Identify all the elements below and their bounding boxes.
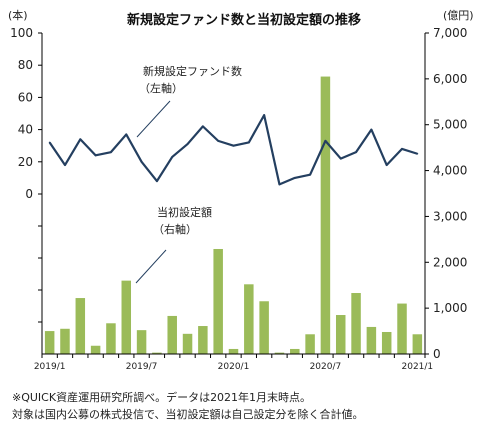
line-point bbox=[125, 133, 128, 136]
right-tick-label: 0 bbox=[433, 347, 441, 361]
bar bbox=[305, 334, 315, 354]
bar bbox=[259, 301, 269, 354]
bar bbox=[75, 298, 86, 354]
line-callout-leader bbox=[136, 100, 171, 138]
right-tick-label: 1,000 bbox=[433, 301, 467, 315]
scope-note: 対象は国内公募の株式投信で、当初設定額は自己設定分を除く合計値。 bbox=[12, 408, 364, 421]
right-tick-label: 6,000 bbox=[433, 72, 467, 86]
right-tick-label: 7,000 bbox=[433, 26, 467, 40]
left-tick-label: 100 bbox=[10, 26, 33, 40]
left-tick-label: 20 bbox=[18, 155, 33, 169]
chart: 新規設定ファンド数と当初設定額の推移 (本) (億円) 0 20 40 60 80 100… bbox=[8, 8, 474, 372]
bar bbox=[121, 280, 132, 354]
bar bbox=[228, 348, 239, 354]
source-note: ※QUICK資産運用研究所調べ。データは2021年1月末時点。 bbox=[12, 391, 312, 404]
line-point bbox=[48, 141, 51, 144]
bar bbox=[182, 333, 193, 354]
line-point bbox=[201, 125, 204, 128]
bar bbox=[106, 323, 116, 354]
line-point bbox=[263, 114, 266, 117]
line-point bbox=[64, 164, 66, 166]
left-tick-label: 40 bbox=[18, 123, 33, 137]
line-series-label: 新規設定ファンド数 bbox=[143, 64, 242, 78]
axes bbox=[38, 32, 429, 358]
bar bbox=[397, 303, 407, 354]
bar bbox=[274, 352, 285, 354]
bar bbox=[320, 76, 331, 354]
bar bbox=[60, 328, 70, 354]
line-point bbox=[355, 151, 357, 154]
line-point bbox=[247, 141, 250, 144]
line-point bbox=[370, 128, 373, 131]
line-point bbox=[293, 177, 296, 179]
bar bbox=[290, 348, 300, 354]
bar bbox=[366, 326, 377, 354]
bar bbox=[244, 284, 254, 354]
bar-series-callout: 当初設定額 （右軸） bbox=[135, 205, 212, 284]
x-tick-label: 2019/7 bbox=[126, 362, 158, 372]
bar bbox=[412, 334, 423, 354]
bar bbox=[90, 345, 101, 354]
line-point bbox=[156, 180, 158, 183]
right-axis-unit: (億円) bbox=[443, 9, 474, 22]
line-point bbox=[140, 160, 143, 163]
line-point bbox=[171, 156, 174, 158]
right-tick-label: 5,000 bbox=[433, 118, 467, 132]
right-tick-label: 4,000 bbox=[433, 164, 467, 178]
bar bbox=[351, 293, 361, 354]
tick-labels: 0 20 40 60 80 100 0 1,000 2,000 3,000 4,000 5,000 6,… bbox=[10, 26, 467, 372]
line-point bbox=[339, 157, 342, 160]
left-tick-label: 0 bbox=[25, 187, 33, 201]
x-tick-label: 2020/1 bbox=[218, 362, 250, 372]
line-point bbox=[79, 138, 82, 141]
line-point bbox=[385, 164, 388, 166]
line-point bbox=[232, 144, 235, 147]
line-point bbox=[324, 139, 327, 142]
bar bbox=[198, 326, 208, 354]
bar-series bbox=[44, 76, 423, 354]
line-point bbox=[110, 151, 112, 154]
bar-series-label: 当初設定額 bbox=[157, 205, 212, 219]
line-series bbox=[48, 114, 419, 186]
right-tick-label: 2,000 bbox=[433, 255, 467, 269]
bar bbox=[136, 330, 147, 354]
line-point bbox=[186, 143, 189, 145]
line-point bbox=[217, 139, 220, 142]
left-tick-label: 80 bbox=[18, 58, 33, 72]
bar bbox=[335, 315, 346, 354]
chart-title: 新規設定ファンド数と当初設定額の推移 bbox=[127, 12, 361, 28]
right-tick-label: 3,000 bbox=[433, 209, 467, 223]
bar-series-axis-note: （右軸） bbox=[153, 222, 197, 236]
line-point bbox=[278, 183, 281, 186]
x-tick-label: 2021/1 bbox=[402, 362, 434, 372]
bar bbox=[213, 248, 223, 354]
x-tick-label: 2020/7 bbox=[310, 362, 342, 372]
line-point bbox=[416, 152, 419, 155]
line-point bbox=[94, 154, 97, 157]
bar bbox=[167, 315, 177, 354]
line-point bbox=[401, 148, 403, 150]
line-series-axis-note: （左軸） bbox=[139, 81, 183, 95]
x-tick-label: 2019/1 bbox=[34, 362, 66, 372]
fund-count-line bbox=[48, 114, 418, 186]
line-series-callout: 新規設定ファンド数 （左軸） bbox=[136, 64, 242, 138]
bar bbox=[44, 331, 55, 354]
left-axis-unit: (本) bbox=[8, 8, 28, 22]
line-point bbox=[309, 173, 311, 176]
left-tick-label: 60 bbox=[18, 90, 33, 104]
bar-callout-leader bbox=[135, 249, 167, 284]
bar bbox=[381, 331, 392, 354]
bar bbox=[152, 352, 162, 354]
